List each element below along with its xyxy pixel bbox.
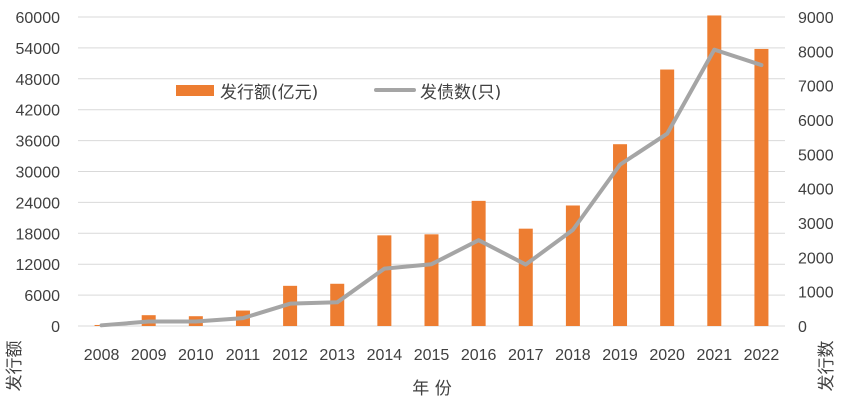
left-tick-label: 24000 bbox=[16, 195, 61, 212]
x-tick-label: 2019 bbox=[602, 347, 638, 364]
line-point bbox=[101, 324, 103, 326]
right-tick-label: 1000 bbox=[798, 285, 834, 302]
line-point bbox=[431, 263, 432, 265]
x-tick-label: 2013 bbox=[319, 347, 355, 364]
bar bbox=[424, 234, 439, 326]
right-tick-label: 6000 bbox=[798, 113, 834, 130]
right-axis-ticks: 9000 8000 7000 6000 5000 4000 3000 2000 1000 0 bbox=[798, 10, 834, 336]
x-tick-label: 2022 bbox=[744, 347, 780, 364]
x-tick-label: 2011 bbox=[226, 347, 261, 364]
x-tick-label: 2010 bbox=[178, 347, 214, 364]
bar bbox=[471, 200, 486, 326]
line-point bbox=[760, 64, 762, 66]
x-tick-label: 2015 bbox=[414, 347, 450, 364]
left-tick-label: 6000 bbox=[24, 288, 60, 305]
bar bbox=[518, 228, 533, 326]
bar bbox=[707, 15, 722, 327]
left-axis-ticks: 6000054000480004200036000300002400018000… bbox=[16, 10, 61, 336]
line-point bbox=[666, 133, 668, 135]
bar-series bbox=[94, 15, 769, 327]
right-tick-label: 7000 bbox=[798, 79, 834, 96]
line-point bbox=[148, 321, 150, 323]
x-tick-label: 2009 bbox=[131, 347, 167, 364]
bar bbox=[613, 144, 628, 326]
x-tick-label: 2012 bbox=[272, 347, 308, 364]
bar bbox=[330, 283, 345, 326]
x-tick-label: 2014 bbox=[367, 347, 403, 364]
line-series bbox=[99, 47, 764, 328]
y-left-axis-label: 发行额 bbox=[5, 341, 25, 392]
right-tick-label: 0 bbox=[798, 319, 807, 336]
y-right-axis-label: 发行数 bbox=[817, 341, 837, 392]
bar bbox=[754, 48, 769, 327]
x-tick-label: 2018 bbox=[555, 347, 591, 364]
left-tick-label: 36000 bbox=[16, 134, 61, 151]
left-tick-label: 0 bbox=[51, 319, 60, 336]
left-tick-label: 42000 bbox=[16, 103, 61, 120]
bar bbox=[565, 205, 580, 326]
x-tick-label: 2008 bbox=[84, 347, 120, 364]
left-tick-label: 54000 bbox=[16, 41, 61, 58]
left-tick-label: 12000 bbox=[16, 257, 61, 274]
x-tick-label: 2016 bbox=[461, 347, 497, 364]
legend: 发行额(亿元) 发债数(只) bbox=[176, 83, 501, 103]
line-point bbox=[336, 301, 338, 303]
right-tick-label: 8000 bbox=[798, 44, 834, 61]
line-point bbox=[619, 164, 621, 166]
legend-bar-label: 发行额(亿元) bbox=[220, 83, 318, 103]
line-point bbox=[572, 229, 574, 231]
right-tick-label: 3000 bbox=[798, 216, 834, 233]
legend-bar-swatch bbox=[176, 85, 214, 96]
left-tick-label: 30000 bbox=[16, 165, 61, 182]
line-point bbox=[713, 49, 715, 51]
line-point bbox=[478, 239, 480, 241]
left-tick-label: 48000 bbox=[16, 72, 61, 89]
right-tick-label: 2000 bbox=[798, 250, 834, 267]
line-point bbox=[383, 268, 385, 270]
right-tick-label: 5000 bbox=[798, 147, 834, 164]
line-point bbox=[289, 303, 291, 305]
bar bbox=[283, 285, 298, 326]
line-point bbox=[195, 321, 197, 323]
left-tick-label: 18000 bbox=[16, 226, 61, 243]
bar bbox=[377, 235, 392, 326]
right-tick-label: 4000 bbox=[798, 182, 834, 199]
x-axis-label: 年 份 bbox=[412, 379, 451, 399]
legend-line-label: 发债数(只) bbox=[420, 83, 501, 103]
line-point bbox=[525, 264, 527, 266]
x-tick-label: 2017 bbox=[508, 347, 544, 364]
right-tick-label: 9000 bbox=[798, 10, 834, 27]
left-tick-label: 60000 bbox=[16, 10, 61, 27]
x-axis-ticks: 2008 2009 2010 2011 2012 2013 2014 2015 2016 2017… bbox=[84, 347, 780, 364]
line-point bbox=[242, 317, 244, 319]
bar bbox=[660, 69, 675, 326]
x-tick-label: 2020 bbox=[649, 347, 685, 364]
x-tick-label: 2021 bbox=[697, 347, 733, 364]
